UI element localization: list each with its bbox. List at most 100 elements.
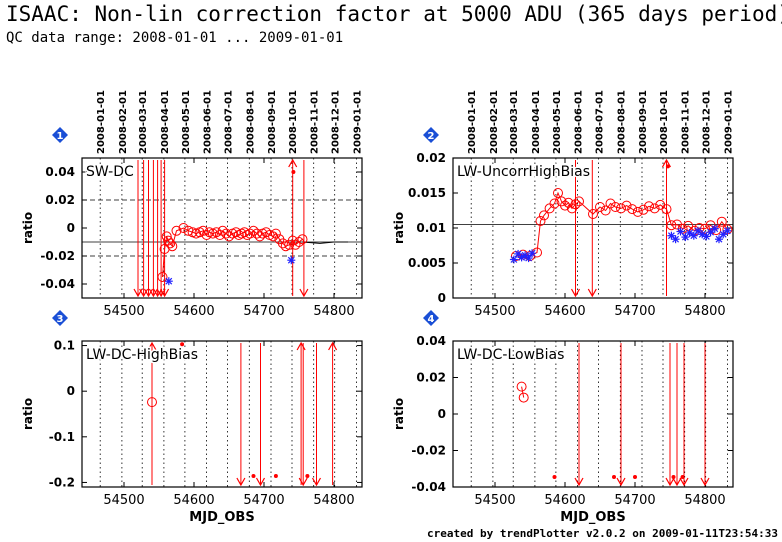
data-point — [516, 381, 527, 392]
date-tick-label: 2008-11-01 — [681, 90, 692, 154]
panel-badge — [52, 127, 68, 143]
panel-badge-number: 3 — [57, 314, 64, 325]
outlier-arrow — [236, 477, 246, 487]
data-point-star — [685, 228, 694, 237]
outlier-arrow — [296, 341, 306, 351]
page-subtitle: QC data range: 2008-01-01 ... 2009-01-01 — [6, 30, 344, 46]
data-point — [165, 238, 176, 249]
x-tick-label: 54600 — [173, 493, 214, 508]
data-point — [633, 474, 637, 479]
date-tick-label: 2008-09-01 — [267, 90, 278, 154]
data-point — [683, 220, 694, 231]
x-tick-label: 54500 — [474, 493, 515, 508]
data-point-star — [509, 255, 518, 264]
y-tick-label: 0 — [438, 407, 446, 421]
panel-4: 54500 54600 54700 54800 -0.04 -0.02 0 0.02 0.04 r… — [392, 310, 734, 525]
y-tick-label: 0.005 — [408, 256, 446, 270]
x-axis-label: MJD_OBS — [189, 510, 254, 525]
outlier-arrow — [672, 477, 682, 487]
panel-label: LW-DC-LowBias — [457, 347, 564, 363]
y-tick-label: 0.04 — [45, 165, 75, 179]
data-point — [671, 474, 676, 479]
series-line — [515, 191, 728, 257]
data-point — [171, 225, 182, 236]
data-point-star — [681, 233, 690, 242]
date-tick-label: 2008-12-01 — [331, 90, 342, 154]
x-tick-label: 54700 — [243, 304, 284, 319]
data-point — [535, 216, 546, 226]
outlier-arrow — [679, 477, 689, 487]
y-tick-label: -0.04 — [411, 480, 446, 494]
data-point — [178, 223, 189, 233]
panel-label: LW-DC-HighBias — [86, 347, 198, 363]
data-point — [665, 164, 670, 169]
outlier-arrow — [700, 477, 710, 487]
data-point — [157, 272, 168, 282]
y-tick-label: 0.01 — [416, 221, 446, 235]
data-point — [294, 237, 304, 247]
y-tick-label: 0 — [67, 384, 75, 398]
date-tick-label: 2008-05-01 — [181, 90, 192, 154]
panel-badge — [423, 310, 439, 326]
y-tick-label: 0.02 — [416, 151, 446, 165]
date-tick-label: 2008-11-01 — [310, 90, 321, 154]
data-point — [632, 206, 643, 217]
data-point — [570, 199, 581, 210]
x-tick-label: 54600 — [173, 304, 214, 319]
panel-badge-number: 1 — [57, 131, 64, 142]
outlier-arrow — [147, 341, 157, 351]
data-point — [661, 204, 672, 215]
data-point — [610, 202, 621, 212]
date-tick-label: 2008-03-01 — [509, 90, 520, 154]
data-point — [290, 239, 301, 250]
data-point — [305, 474, 310, 479]
data-point — [245, 228, 255, 239]
date-tick-label: 2008-08-01 — [616, 90, 627, 154]
data-point-star — [524, 254, 533, 263]
data-point — [201, 230, 212, 240]
data-point — [167, 241, 178, 252]
date-tick-label: 2008-04-01 — [160, 90, 171, 154]
data-point — [251, 474, 256, 479]
data-point — [595, 202, 605, 212]
data-point — [147, 397, 157, 408]
y-axis-label: ratio — [21, 212, 35, 244]
panel-3: 54500 54600 54700 54800 -0.2 -0.1 0 0.1 ratio MJD… — [21, 310, 363, 525]
outlier-arrow — [156, 288, 166, 298]
data-point — [270, 228, 281, 239]
data-point-star — [710, 224, 719, 233]
data-point — [549, 198, 560, 209]
x-tick-label: 54500 — [103, 304, 144, 319]
outlier-arrow — [661, 158, 672, 168]
data-point — [231, 227, 241, 238]
data-point — [518, 392, 529, 403]
outlier-arrow — [160, 288, 170, 298]
date-tick-label: 2008-01-01 — [96, 90, 107, 154]
data-point-star — [676, 227, 685, 236]
y-axis-label: ratio — [392, 398, 406, 430]
data-point — [539, 210, 549, 221]
y-axis-label: ratio — [392, 212, 406, 244]
panel-1: 54500 54600 54700 54800 -0.04 -0.02 0 0.02 0.04 r… — [21, 90, 363, 319]
data-point — [605, 198, 616, 209]
y-tick-label: 0.04 — [416, 334, 446, 348]
y-tick-label: 0.02 — [416, 371, 446, 385]
date-tick-label: 2008-10-01 — [288, 90, 299, 154]
outlier-arrow — [328, 341, 338, 351]
data-point — [563, 197, 574, 208]
x-tick-label: 54800 — [684, 493, 725, 508]
panel-badge — [52, 310, 68, 326]
page-title: ISAAC: Non-lin correction factor at 5000… — [6, 2, 782, 26]
date-tick-label: 2008-12-01 — [702, 90, 713, 154]
data-point — [553, 188, 563, 198]
data-point — [211, 227, 222, 238]
panel-label: LW-UncorrHighBias — [457, 164, 590, 180]
x-tick-label: 54800 — [684, 304, 725, 319]
outlier-arrow — [311, 477, 322, 487]
date-tick-label: 2008-07-01 — [224, 90, 235, 154]
data-layer — [516, 343, 710, 487]
outlier-arrow — [153, 288, 163, 298]
x-tick-label: 54700 — [614, 493, 655, 508]
panel-badge — [423, 127, 439, 143]
